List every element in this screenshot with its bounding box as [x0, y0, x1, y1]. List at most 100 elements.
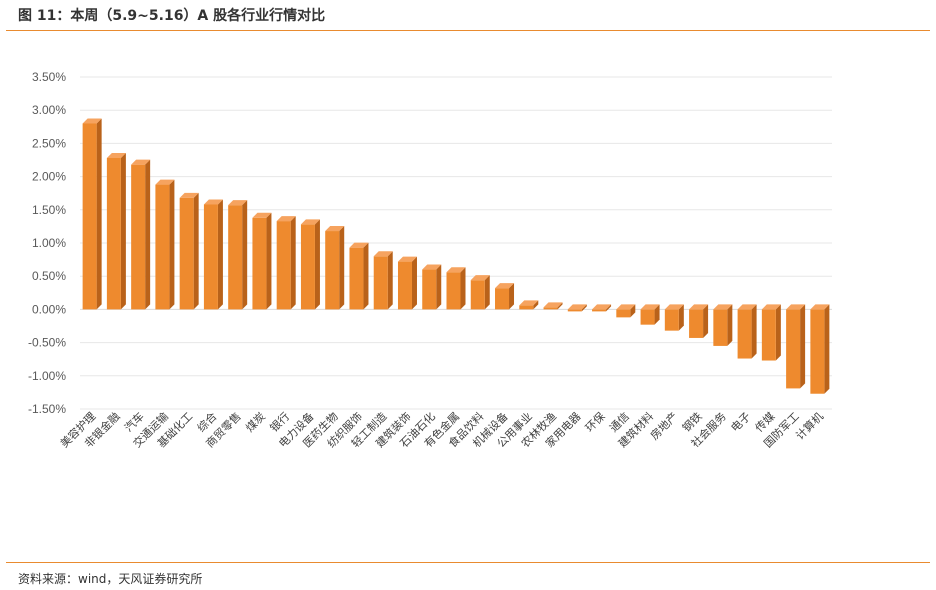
- bar-front: [616, 309, 631, 318]
- bar-top: [713, 304, 733, 310]
- bar-front: [495, 288, 510, 310]
- bar-side: [145, 159, 151, 310]
- bar-side: [363, 242, 369, 310]
- bar: [82, 118, 102, 310]
- bar-front: [349, 247, 364, 310]
- bar-front: [664, 309, 679, 331]
- bar-side: [654, 304, 660, 325]
- y-tick-label: -1.50%: [28, 402, 66, 416]
- bar: [252, 212, 272, 310]
- bar-side: [775, 304, 781, 361]
- bar: [543, 302, 563, 310]
- bar-top: [761, 304, 781, 310]
- bar-top: [373, 251, 393, 257]
- bar-top: [519, 300, 539, 306]
- y-tick-label: 1.50%: [32, 203, 66, 217]
- bar-chart: 3.50% 3.00% 2.50% 2.00% 1.50% 1.00% 0.50% 0.00%…: [28, 70, 832, 450]
- y-tick-label: 0.50%: [32, 269, 66, 283]
- bar-front: [810, 309, 825, 394]
- bar-top: [567, 304, 587, 310]
- bar: [131, 159, 151, 310]
- bar-side: [509, 283, 515, 310]
- bar-top: [470, 275, 490, 281]
- bar: [422, 264, 442, 310]
- bar-front: [131, 164, 146, 310]
- bar-side: [678, 304, 684, 331]
- bar-front: [567, 309, 582, 312]
- bar-side: [217, 199, 223, 310]
- bar: [737, 304, 757, 359]
- bar-top: [300, 219, 320, 225]
- y-tick-label: 2.50%: [32, 136, 66, 150]
- x-tick-label: 电子: [728, 410, 753, 435]
- bar: [397, 256, 417, 310]
- bar-front: [300, 224, 315, 310]
- bottom-rule: [6, 562, 930, 563]
- bar-front: [519, 305, 534, 310]
- bar-top: [349, 242, 369, 248]
- bar-top: [640, 304, 660, 310]
- y-tick-label: 3.50%: [32, 70, 66, 84]
- source-note: 资料来源：wind，天风证券研究所: [18, 572, 203, 586]
- bar-side: [120, 153, 126, 310]
- bar-top: [446, 267, 466, 273]
- x-tick-label: 环保: [582, 409, 607, 434]
- bar-side: [436, 264, 442, 310]
- bar-top: [495, 283, 515, 289]
- bar: [325, 226, 345, 310]
- bar-top: [397, 256, 417, 262]
- bar-side: [242, 200, 248, 310]
- y-tick-label: 2.00%: [32, 170, 66, 184]
- bar: [300, 219, 320, 310]
- bar-side: [387, 251, 393, 310]
- bar: [228, 200, 248, 310]
- bars: [82, 118, 830, 394]
- bar: [786, 304, 806, 389]
- bar-top: [786, 304, 806, 310]
- bar-front: [713, 309, 728, 346]
- x-tick-label: 煤炭: [243, 410, 268, 435]
- y-tick-label: 3.00%: [32, 103, 66, 117]
- bar-side: [411, 256, 417, 310]
- bar-top: [203, 199, 223, 205]
- y-tick-label: -1.00%: [28, 369, 66, 383]
- bar-side: [824, 304, 830, 394]
- y-axis-ticks: 3.50% 3.00% 2.50% 2.00% 1.50% 1.00% 0.50% 0.00%…: [28, 70, 66, 416]
- bar-top: [252, 212, 272, 218]
- bar-top: [228, 200, 248, 206]
- bar: [373, 251, 393, 310]
- bar: [640, 304, 660, 325]
- bar-side: [96, 118, 102, 310]
- bar: [567, 304, 587, 312]
- bar-front: [640, 309, 655, 325]
- bar-front: [373, 256, 388, 310]
- bar-top: [737, 304, 757, 310]
- bar: [276, 216, 296, 310]
- bar: [446, 267, 466, 310]
- bar-front: [761, 309, 776, 361]
- figure-title: 图 11：本周（5.9~5.16）A 股各行业行情对比: [18, 8, 326, 24]
- bar: [106, 153, 126, 310]
- bar-front: [179, 197, 194, 310]
- bar-front: [689, 309, 704, 338]
- bar-side: [630, 304, 636, 318]
- bar: [761, 304, 781, 361]
- bar-top: [82, 118, 102, 124]
- bar-front: [228, 205, 243, 310]
- bar-front: [543, 307, 558, 310]
- bar: [179, 192, 199, 310]
- bar-side: [557, 302, 563, 310]
- bar-top: [106, 153, 126, 159]
- bar-front: [592, 309, 607, 312]
- bar-side: [339, 226, 345, 310]
- bar-front: [422, 269, 437, 310]
- bar-top: [689, 304, 709, 310]
- bar-top: [543, 302, 563, 308]
- y-tick-label: 1.00%: [32, 236, 66, 250]
- bar-side: [533, 300, 539, 310]
- bar-top: [155, 179, 175, 185]
- bar-front: [276, 221, 291, 310]
- bar: [664, 304, 684, 331]
- bar-front: [106, 158, 121, 310]
